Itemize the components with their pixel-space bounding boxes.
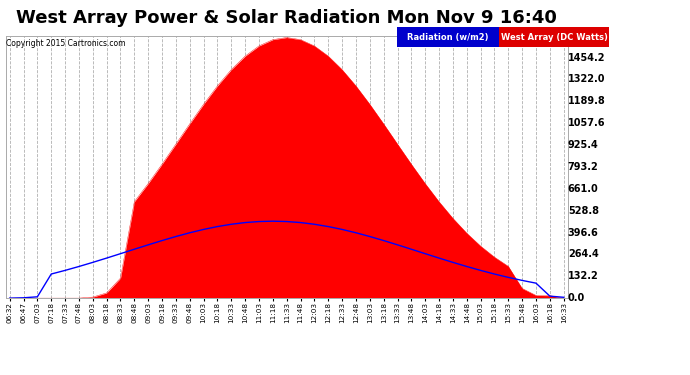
Text: West Array (DC Watts): West Array (DC Watts)	[501, 33, 607, 42]
Text: 132.2: 132.2	[568, 271, 599, 281]
Text: 925.4: 925.4	[568, 140, 599, 150]
Text: Radiation (w/m2): Radiation (w/m2)	[407, 33, 489, 42]
Text: 0.0: 0.0	[568, 293, 585, 303]
Text: West Array Power & Solar Radiation Mon Nov 9 16:40: West Array Power & Solar Radiation Mon N…	[16, 9, 557, 27]
Text: 396.6: 396.6	[568, 228, 599, 237]
Text: 1322.0: 1322.0	[568, 74, 605, 84]
Text: 1057.6: 1057.6	[568, 118, 605, 128]
Text: 528.8: 528.8	[568, 206, 599, 216]
Text: Copyright 2015 Cartronics.com: Copyright 2015 Cartronics.com	[6, 39, 125, 48]
Text: 264.4: 264.4	[568, 249, 599, 259]
Text: 793.2: 793.2	[568, 162, 599, 172]
Text: 1454.2: 1454.2	[568, 53, 605, 63]
Text: 1586.4: 1586.4	[568, 31, 606, 40]
Text: 661.0: 661.0	[568, 184, 599, 194]
Text: 1189.8: 1189.8	[568, 96, 606, 106]
